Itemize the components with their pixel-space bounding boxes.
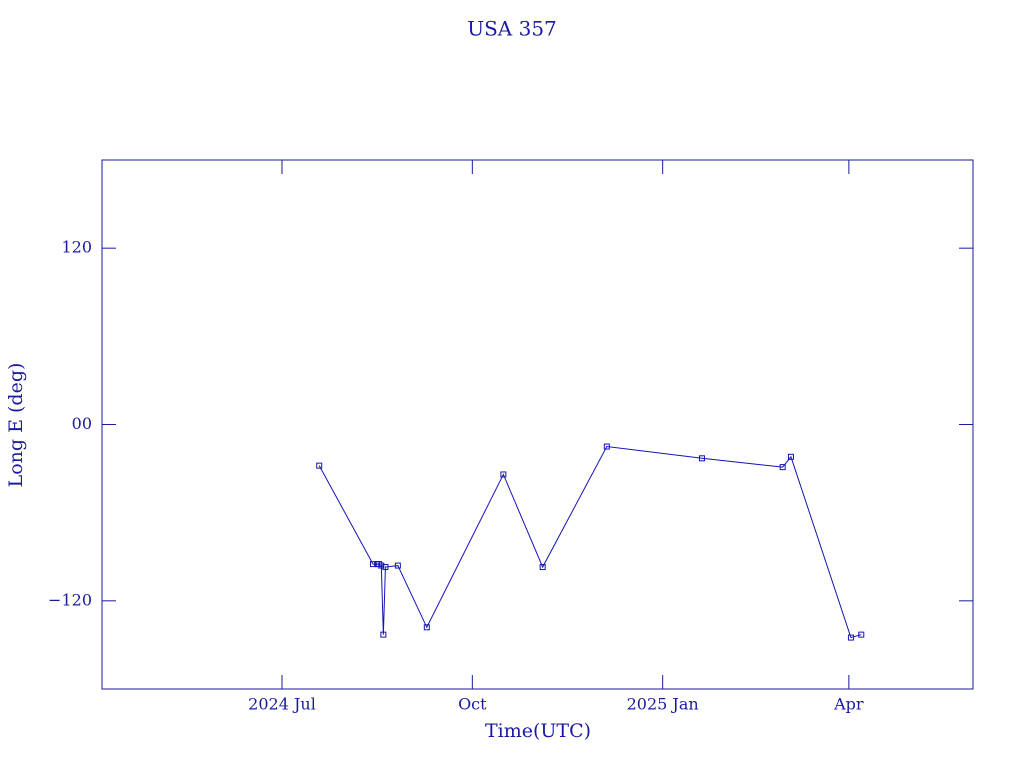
data-point xyxy=(316,462,323,469)
data-point xyxy=(394,562,401,569)
y-tick-label: −120 xyxy=(48,590,92,609)
x-axis-label: Time(UTC) xyxy=(485,720,591,742)
data-point xyxy=(380,631,387,638)
x-tick-label: 2024 Jul xyxy=(248,695,316,714)
data-point xyxy=(698,455,705,462)
data-point xyxy=(423,624,430,631)
x-tick-label: 2025 Jan xyxy=(627,695,699,714)
data-point xyxy=(370,561,377,568)
data-point xyxy=(382,564,389,571)
data-point xyxy=(378,562,385,569)
data-point xyxy=(858,631,865,638)
data-point xyxy=(539,564,546,571)
data-point xyxy=(603,443,610,450)
plot-frame xyxy=(101,159,974,690)
x-tick-label: Apr xyxy=(833,695,864,714)
x-tick-label: Oct xyxy=(458,695,487,714)
data-point xyxy=(787,453,794,460)
y-tick-label: 120 xyxy=(61,238,92,257)
y-tick-label: 00 xyxy=(72,414,92,433)
chart-title: USA 357 xyxy=(467,17,557,41)
series-line xyxy=(318,446,862,639)
data-point xyxy=(779,464,786,471)
data-point xyxy=(847,634,854,641)
data-point xyxy=(500,471,507,478)
y-axis-label: Long E (deg) xyxy=(5,363,27,488)
